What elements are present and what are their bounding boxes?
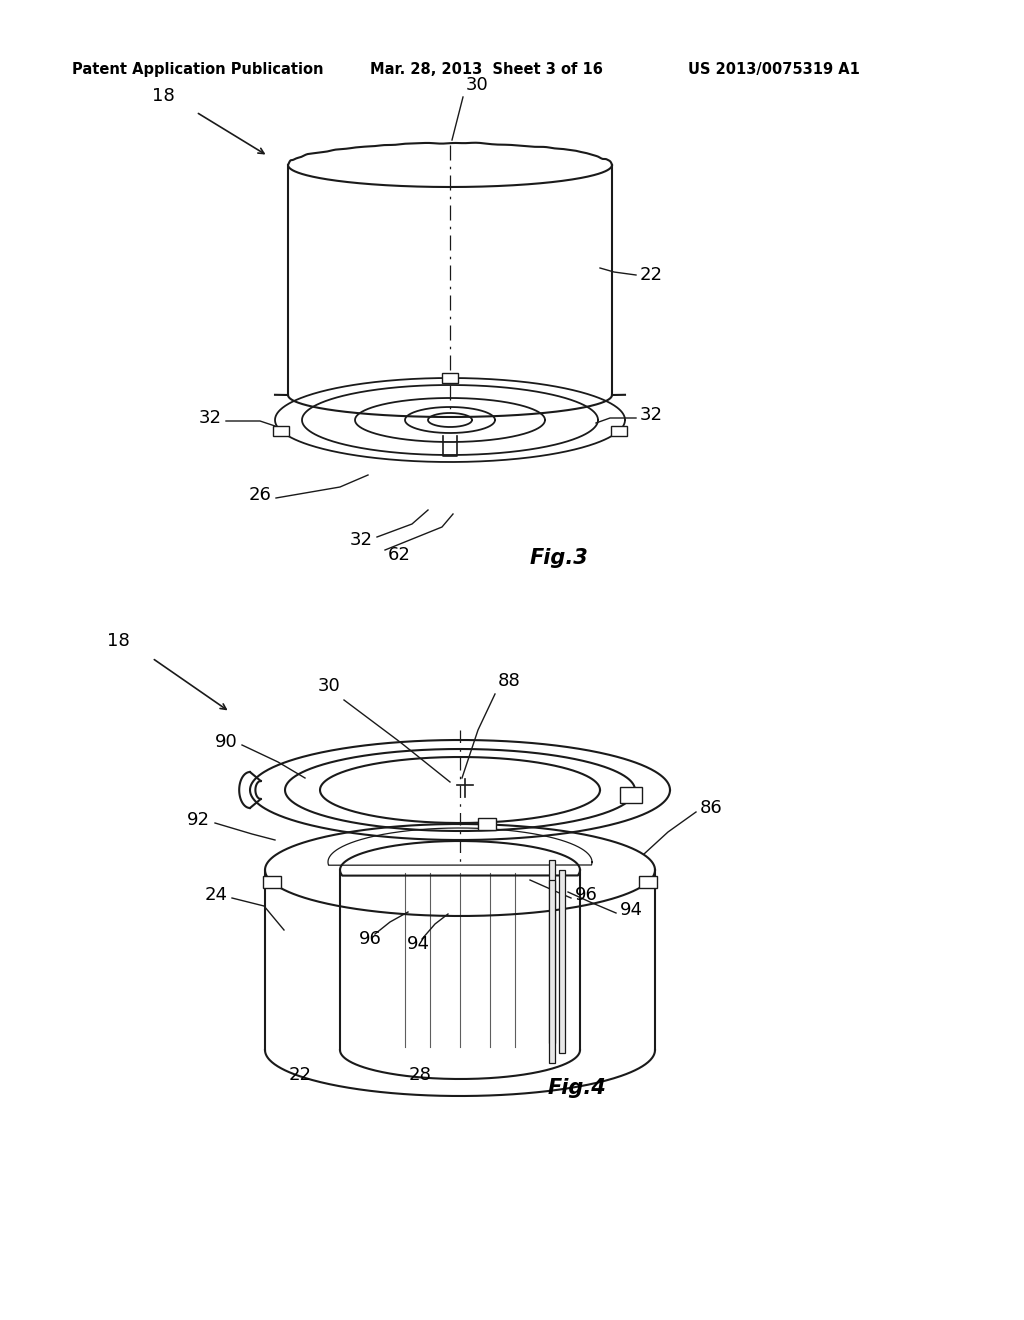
Bar	[550, 880, 555, 1064]
Text: Mar. 28, 2013  Sheet 3 of 16: Mar. 28, 2013 Sheet 3 of 16	[370, 62, 603, 77]
Text: US 2013/0075319 A1: US 2013/0075319 A1	[688, 62, 860, 77]
Bar	[559, 870, 565, 1053]
Text: 92: 92	[187, 810, 210, 829]
Text: 18: 18	[153, 87, 175, 106]
Text: 94: 94	[407, 935, 429, 953]
Text: 96: 96	[575, 886, 598, 904]
Text: 62: 62	[388, 546, 411, 564]
Text: Fig.4: Fig.4	[548, 1078, 607, 1098]
Bar	[550, 859, 555, 1043]
Text: 32: 32	[350, 531, 373, 549]
Text: 28: 28	[409, 1067, 431, 1084]
Text: 90: 90	[215, 733, 238, 751]
Bar	[611, 426, 627, 436]
Bar	[620, 787, 642, 803]
Bar	[478, 818, 497, 830]
Text: 22: 22	[289, 1067, 311, 1084]
Text: Fig.3: Fig.3	[530, 548, 589, 568]
Text: 30: 30	[466, 77, 488, 94]
Text: 96: 96	[358, 931, 381, 948]
Bar	[442, 374, 458, 383]
Text: 32: 32	[640, 407, 663, 424]
Text: 94: 94	[620, 902, 643, 919]
Bar	[262, 876, 281, 888]
Text: 22: 22	[640, 267, 663, 284]
Text: 32: 32	[199, 409, 222, 426]
Text: 30: 30	[317, 677, 340, 696]
Text: 86: 86	[700, 799, 723, 817]
Text: 18: 18	[108, 632, 130, 649]
Bar	[639, 876, 657, 888]
Text: 88: 88	[498, 672, 521, 690]
Text: 26: 26	[249, 486, 272, 504]
Text: 24: 24	[205, 886, 228, 904]
Bar	[273, 426, 289, 436]
Text: Patent Application Publication: Patent Application Publication	[72, 62, 324, 77]
